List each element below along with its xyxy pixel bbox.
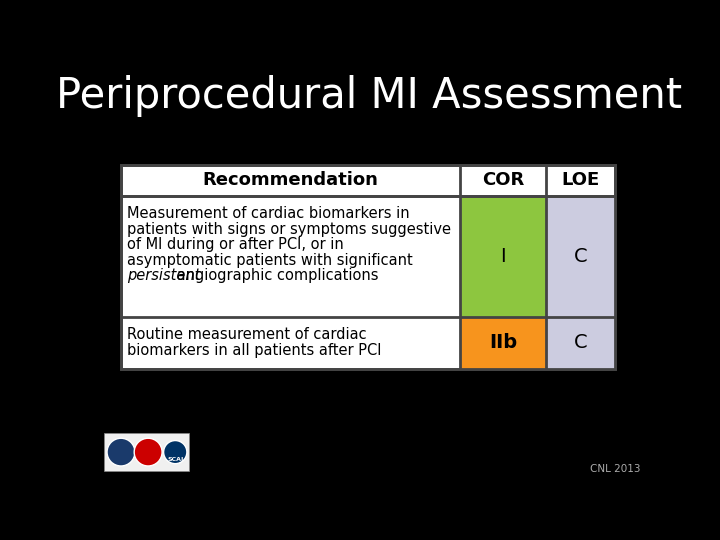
Text: patients with signs or symptoms suggestive: patients with signs or symptoms suggesti…	[127, 222, 451, 237]
Text: of MI during or after PCI, or in: of MI during or after PCI, or in	[127, 237, 344, 252]
Bar	[459, 316, 546, 369]
Bar	[459, 195, 546, 316]
Text: I: I	[500, 247, 505, 266]
Text: biomarkers in all patients after PCI: biomarkers in all patients after PCI	[127, 343, 382, 358]
Text: Periprocedural MI Assessment: Periprocedural MI Assessment	[56, 75, 682, 117]
Text: CNL 2013: CNL 2013	[590, 464, 640, 475]
Text: COR: COR	[482, 171, 524, 190]
Text: IIb: IIb	[489, 333, 517, 352]
Text: angiographic complications: angiographic complications	[172, 268, 379, 283]
Text: SCAI: SCAI	[167, 456, 184, 462]
Text: LOE: LOE	[562, 171, 600, 190]
Text: C: C	[574, 247, 588, 266]
Text: asymptomatic patients with significant: asymptomatic patients with significant	[127, 253, 413, 268]
Bar	[546, 195, 616, 316]
Text: persistent: persistent	[127, 268, 201, 283]
Text: Routine measurement of cardiac: Routine measurement of cardiac	[127, 327, 366, 342]
Text: C: C	[574, 333, 588, 352]
Bar	[121, 165, 616, 369]
Bar	[546, 316, 616, 369]
Circle shape	[134, 438, 162, 466]
Bar	[104, 433, 189, 471]
Bar	[121, 165, 616, 369]
Text: Recommendation: Recommendation	[202, 171, 378, 190]
Text: Measurement of cardiac biomarkers in: Measurement of cardiac biomarkers in	[127, 206, 410, 221]
Circle shape	[107, 438, 135, 466]
Circle shape	[163, 441, 187, 464]
